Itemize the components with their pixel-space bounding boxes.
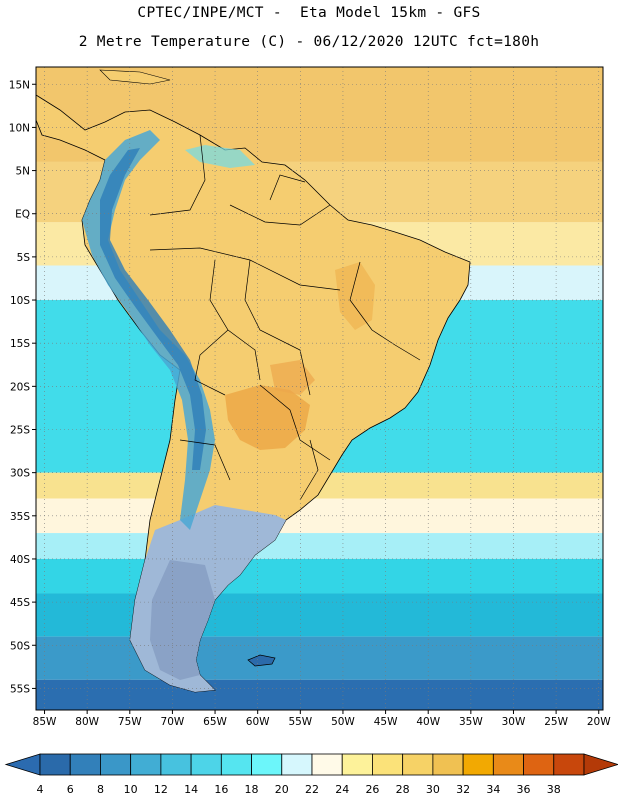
- colorbar-swatch: [39, 753, 71, 776]
- colorbar-swatch: [372, 753, 404, 776]
- colorbar-swatch: [190, 753, 222, 776]
- ocean-band: [36, 498, 603, 534]
- andes-peak-band: [100, 148, 206, 470]
- colorbar-label: 6: [67, 783, 74, 796]
- colorbar-swatch: [130, 753, 162, 776]
- lat-tick-label: 10N: [9, 122, 30, 134]
- colorbar-arrow-low: [4, 753, 41, 776]
- colorbar-swatch: [281, 753, 313, 776]
- lat-tick-label: 10S: [10, 295, 30, 307]
- colorbar-swatch: [523, 753, 555, 776]
- colorbar-swatch: [341, 753, 373, 776]
- colorbar-label: 30: [426, 783, 440, 796]
- lat-tick-label: 25S: [10, 424, 30, 436]
- lat-tick-label: EQ: [15, 209, 30, 221]
- title-line-2: 2 Metre Temperature (C) - 06/12/2020 12U…: [78, 34, 540, 50]
- colorbar-label: 20: [275, 783, 289, 796]
- hot-core-central: [335, 262, 375, 330]
- ocean-band: [36, 558, 603, 594]
- lat-tick-label: 30S: [10, 468, 30, 480]
- lat-tick-label: 5S: [17, 252, 31, 264]
- colorbar-label: 32: [456, 783, 470, 796]
- colorbar-label: 14: [184, 783, 198, 796]
- lon-tick-label: 85W: [33, 716, 57, 728]
- colorbar-swatch: [492, 753, 524, 776]
- lat-tick-label: 20S: [10, 381, 30, 393]
- colorbar-swatch: [553, 753, 585, 776]
- lon-tick-label: 60W: [246, 716, 270, 728]
- colorbar-label: 28: [396, 783, 410, 796]
- lon-tick-label: 50W: [331, 716, 355, 728]
- lat-tick-label: 5N: [15, 166, 30, 178]
- colorbar-swatch: [311, 753, 343, 776]
- ocean-band: [36, 533, 603, 559]
- ocean-band: [36, 593, 603, 637]
- plot-frame: [35, 66, 604, 711]
- ocean-band: [36, 679, 603, 710]
- hot-core-north: [270, 360, 315, 395]
- colorbar-label: 24: [335, 783, 349, 796]
- colorbar-swatch: [100, 753, 132, 776]
- lat-tick-label: 35S: [10, 511, 30, 523]
- colorbar-label: 36: [517, 783, 531, 796]
- land-field: [36, 69, 471, 693]
- lat-tick-label: 50S: [10, 640, 30, 652]
- lon-tick-label: 40W: [416, 716, 440, 728]
- colorbar-label: 26: [365, 783, 379, 796]
- lon-tick-label: 75W: [118, 716, 142, 728]
- lon-tick-label: 30W: [502, 716, 526, 728]
- colorbar-swatch: [251, 753, 283, 776]
- axis-ticks: 85W 80W 75W 70W 65W 60W 55W 50W 45W 40W 35W 30W 25W 2…: [9, 79, 611, 728]
- falklands-island: [247, 654, 276, 667]
- colorbar-label: 10: [124, 783, 138, 796]
- colorbar-swatch: [402, 753, 434, 776]
- colorbar-label: 12: [154, 783, 168, 796]
- patagonia-zone: [150, 560, 215, 680]
- colorbar-swatch: [69, 753, 101, 776]
- lon-tick-label: 65W: [203, 716, 227, 728]
- lon-tick-label: 25W: [544, 716, 568, 728]
- lon-tick-label: 45W: [374, 716, 398, 728]
- colorbar-swatch: [160, 753, 192, 776]
- colorbar-label: 22: [305, 783, 319, 796]
- colorbar-label: 34: [486, 783, 500, 796]
- lat-lon-grid: [36, 67, 603, 710]
- colorbar: 4 6 8 10 12 14 16 18 20 22 24 26 28 30 32 34 36 38: [4, 753, 618, 796]
- ocean-band: [36, 636, 603, 680]
- coastal-cool-patch: [185, 145, 255, 168]
- colorbar-label: 38: [547, 783, 561, 796]
- title-line-1: CPTEC/INPE/MCT - Eta Model 15km - GFS: [137, 5, 481, 21]
- country-borders: [149, 134, 421, 501]
- lat-tick-label: 55S: [10, 683, 30, 695]
- caribbean-islands: [99, 69, 171, 85]
- hot-core-south: [225, 385, 310, 450]
- lon-tick-label: 35W: [459, 716, 483, 728]
- lat-tick-label: 15S: [10, 338, 30, 350]
- lat-tick-label: 40S: [10, 554, 30, 566]
- colorbar-swatch: [220, 753, 252, 776]
- lat-tick-label: 45S: [10, 597, 30, 609]
- lat-tick-label: 15N: [9, 79, 30, 91]
- colorbar-label: 8: [97, 783, 104, 796]
- colorbar-label: 4: [37, 783, 44, 796]
- lon-tick-label: 70W: [161, 716, 185, 728]
- colorbar-swatch: [462, 753, 494, 776]
- colorbar-label: 18: [245, 783, 259, 796]
- colorbar-arrow-high: [583, 753, 618, 776]
- andes-cold-band: [82, 130, 215, 530]
- colorbar-swatch: [432, 753, 464, 776]
- lon-tick-label: 55W: [288, 716, 312, 728]
- colorbar-label: 16: [214, 783, 228, 796]
- lon-tick-label: 80W: [75, 716, 99, 728]
- lon-tick-label: 20W: [587, 716, 611, 728]
